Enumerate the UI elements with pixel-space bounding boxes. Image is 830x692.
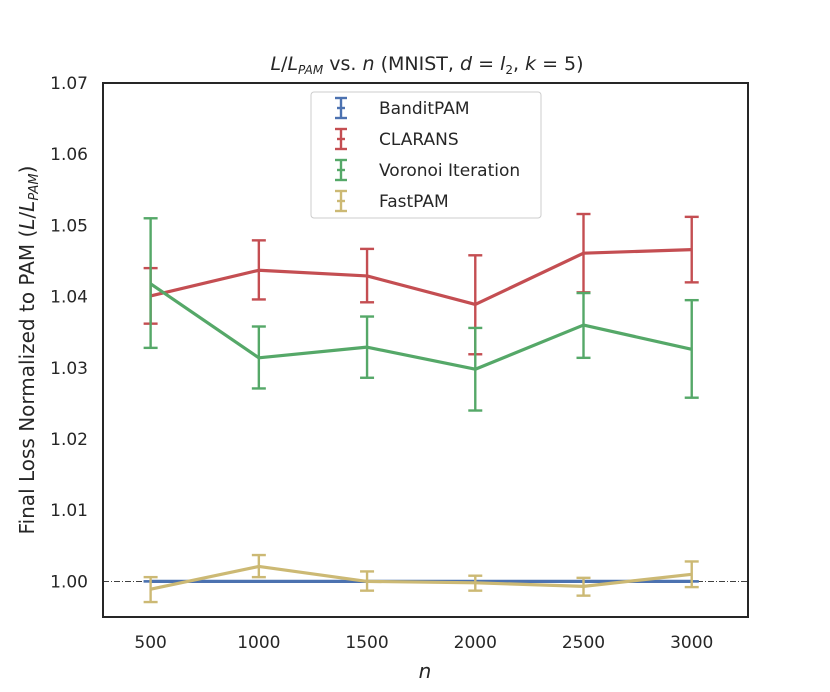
legend-entry: Voronoi Iteration [335, 158, 520, 182]
y-tick-label: 1.07 [50, 74, 88, 94]
series-fastpam [143, 553, 699, 604]
y-tick-label: 1.01 [50, 501, 88, 521]
chart-title: L/LPAM vs. n (MNIST, d = l2, k = 5) [270, 53, 583, 77]
x-tick-label: 3000 [670, 633, 713, 653]
legend-entry: BanditPAM [335, 96, 470, 120]
legend: BanditPAM CLARANS Voronoi Iteration FastPAM [310, 91, 542, 219]
series-voronoi-iteration [143, 217, 699, 412]
series-line [150, 564, 692, 591]
plot-frame [102, 82, 749, 618]
x-axis-label: n [419, 659, 432, 683]
series-line [149, 282, 693, 371]
legend-label: BanditPAM [379, 99, 470, 119]
y-tick-label: 1.00 [50, 572, 88, 592]
x-tick-label: 1500 [345, 633, 388, 653]
legend-box [310, 91, 542, 219]
ticks-layer: 1.00 1.01 1.02 1.03 1.04 1.05 1.06 1.07 500 1000 1… [50, 74, 713, 653]
y-tick-label: 1.05 [50, 216, 88, 236]
y-tick-label: 1.04 [50, 288, 88, 308]
y-tick-label: 1.03 [50, 359, 88, 379]
legend-entry: CLARANS [335, 127, 459, 151]
y-axis-label: Final Loss Normalized to PAM (L/LPAM) [15, 166, 42, 535]
x-tick-label: 2500 [562, 633, 605, 653]
y-tick-label: 1.02 [50, 430, 88, 450]
plot-layer [103, 212, 748, 604]
legend-label: FastPAM [379, 192, 449, 212]
legend-label: CLARANS [379, 130, 459, 150]
x-tick-label: 1000 [237, 633, 280, 653]
x-tick-label: 2000 [454, 633, 497, 653]
series-line [150, 248, 692, 307]
legend-entry: FastPAM [335, 189, 449, 213]
y-tick-label: 1.06 [50, 145, 88, 165]
legend-label: Voronoi Iteration [379, 161, 520, 181]
x-tick-label: 500 [134, 633, 166, 653]
